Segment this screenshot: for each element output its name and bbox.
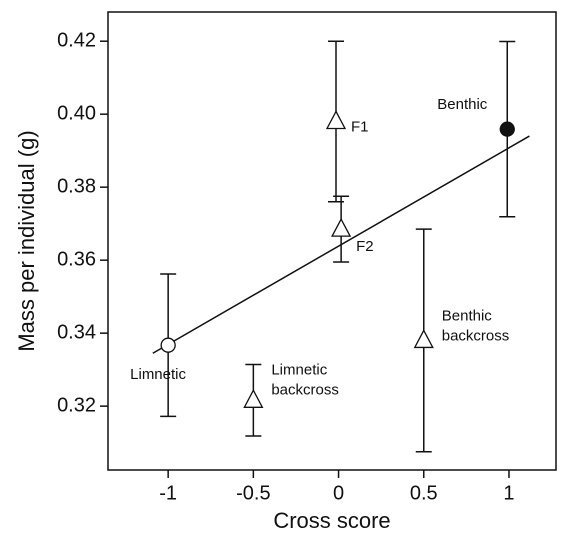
point-label: F2 [356,238,374,255]
point-label: Limnetic [130,366,186,383]
x-tick-label: 1 [503,482,514,504]
point-label: Limnetic [271,361,327,378]
point [499,121,515,137]
y-tick-label: 0.38 [57,175,96,197]
y-tick-label: 0.40 [57,102,96,124]
x-tick-label: 0 [333,482,344,504]
x-tick-label: -0.5 [236,482,270,504]
y-tick-label: 0.32 [57,394,96,416]
y-tick-label: 0.36 [57,248,96,270]
point [413,329,434,349]
x-tick-label: 0.5 [410,482,438,504]
x-tick-label: -1 [159,482,177,504]
y-axis-label: Mass per individual (g) [14,130,39,351]
point [160,337,176,353]
y-tick-label: 0.34 [57,321,96,343]
point-label: Benthic [442,307,493,324]
y-tick-label: 0.42 [57,29,96,51]
point-label: F1 [351,118,369,135]
x-axis-label: Cross score [273,508,390,533]
plot-frame [107,11,557,471]
point-label: Benthic [437,96,488,113]
point [331,217,352,237]
point [243,388,264,408]
point-label: backcross [271,381,339,398]
point-label: backcross [442,327,510,344]
point [325,110,347,130]
